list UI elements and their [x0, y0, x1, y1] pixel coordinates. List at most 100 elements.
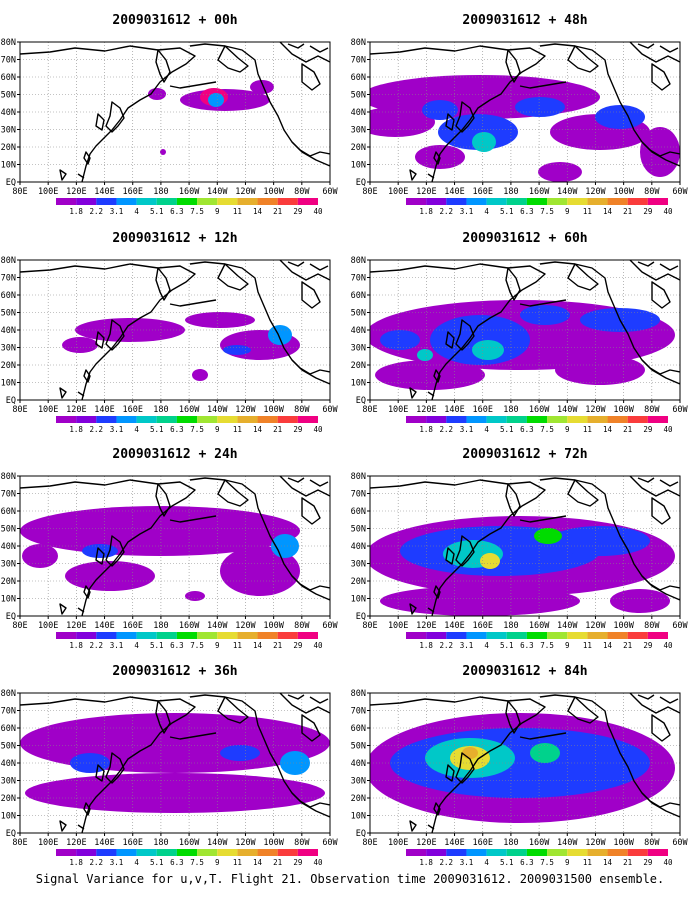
variance-field: [20, 260, 330, 400]
colorbar-label: 1.8: [419, 641, 433, 650]
colorbar-label: 6.3: [170, 641, 184, 650]
x-tick-label: 100E: [388, 405, 408, 415]
x-tick-label: 160W: [529, 405, 550, 415]
colorbar-label: 4: [484, 641, 489, 650]
colorbar-label: 4: [484, 858, 489, 867]
coastline: [409, 603, 417, 615]
colorbar-label: 3.1: [460, 425, 474, 434]
variance-field: [20, 693, 330, 833]
variance-contour: [595, 105, 645, 129]
colorbar-label: 4: [134, 425, 139, 434]
coastline: [637, 261, 655, 267]
colorbar-swatch: [446, 198, 467, 205]
colorbar-swatch: [237, 849, 258, 856]
coastline: [651, 714, 671, 742]
coastline: [287, 477, 305, 483]
coastline: [20, 263, 196, 400]
x-tick-label: 80W: [644, 838, 660, 848]
colorbar-label: 11: [583, 641, 592, 650]
coastline: [301, 714, 321, 742]
colorbar-swatch: [176, 416, 198, 423]
x-tick-label: 100E: [38, 405, 58, 415]
colorbar-swatch: [587, 416, 608, 423]
colorbar-swatch: [237, 632, 258, 639]
coastline: [455, 319, 475, 351]
y-tick-label: 60N: [351, 724, 366, 734]
colorbar-swatch: [116, 849, 137, 856]
x-tick-label: 100W: [613, 838, 634, 848]
map-panel: 2009031612 + 36h 80E 100E 120E 140E 160E 180 16…: [1, 664, 339, 867]
variance-contour: [375, 360, 485, 390]
y-tick-label: 40N: [1, 542, 16, 552]
variance-contour: [380, 330, 420, 350]
coastline: [433, 802, 441, 816]
colorbar-label: 6.3: [170, 858, 184, 867]
colorbar-swatch: [587, 198, 608, 205]
y-tick-label: 80N: [1, 472, 16, 482]
colorbar-label: 5.1: [150, 207, 164, 216]
x-tick-label: 80E: [12, 187, 27, 197]
colorbar-label: 14: [603, 425, 613, 434]
colorbar-swatch: [76, 198, 97, 205]
colorbar-swatch: [197, 849, 218, 856]
coastline: [433, 151, 441, 165]
variance-field: [20, 476, 330, 616]
x-tick-label: 80E: [362, 838, 377, 848]
colorbar-swatch: [176, 198, 198, 205]
coastline: [217, 263, 249, 291]
coastline: [217, 479, 249, 507]
coastline: [95, 764, 105, 782]
colorbar-swatch: [486, 198, 507, 205]
colorbar-swatch: [627, 849, 648, 856]
colorbar-label: 2.2: [440, 858, 454, 867]
colorbar-label: 3.1: [110, 858, 124, 867]
x-tick-label: 100W: [613, 621, 634, 631]
coastlines: [370, 260, 680, 400]
variance-contour: [223, 345, 251, 355]
coastline: [370, 479, 546, 616]
colorbar-swatch: [56, 198, 77, 205]
colorbar-swatch: [237, 416, 258, 423]
coastline: [77, 391, 85, 397]
y-tick-label: 50N: [1, 525, 16, 535]
y-tick-label: EQ: [6, 396, 16, 406]
x-tick-label: 100W: [263, 838, 284, 848]
coastline: [291, 141, 330, 157]
coastlines: [20, 42, 330, 182]
colorbar-label: 7.5: [540, 425, 554, 434]
colorbar-label: 29: [643, 207, 652, 216]
map-panel: 2009031612 + 84h 80E 100E 120E 140E 160E 180 16…: [351, 664, 689, 867]
colorbar-swatch: [647, 632, 668, 639]
y-tick-label: 80N: [351, 689, 366, 699]
y-tick-label: 10N: [1, 812, 16, 822]
variance-contour: [550, 526, 650, 556]
variance-contour: [185, 591, 205, 601]
x-tick-label: 80W: [644, 187, 660, 197]
colorbar-label: 29: [643, 425, 652, 434]
y-tick-label: 30N: [351, 126, 366, 136]
colorbar-label: 11: [233, 207, 242, 216]
y-tick-label: 40N: [1, 759, 16, 769]
colorbar-label: 14: [253, 425, 263, 434]
coastline: [455, 101, 475, 133]
panel-title: 2009031612 + 72h: [462, 447, 587, 462]
y-tick-label: 60N: [351, 73, 366, 83]
colorbar-label: 7.5: [190, 641, 204, 650]
coastline: [105, 535, 125, 567]
variance-field: [370, 693, 680, 833]
variance-contour: [472, 340, 504, 360]
x-tick-label: 140E: [444, 187, 464, 197]
colorbar-label: 5.1: [150, 425, 164, 434]
x-tick-label: 80W: [644, 621, 660, 631]
coastline: [445, 113, 455, 131]
y-tick-label: 20N: [1, 577, 16, 587]
y-tick-label: 50N: [1, 742, 16, 752]
colorbar-label: 3.1: [460, 207, 474, 216]
colorbar-label: 29: [643, 641, 652, 650]
y-tick-label: 80N: [351, 38, 366, 48]
y-tick-label: 70N: [351, 490, 366, 500]
variance-contour: [610, 589, 670, 613]
coastline: [445, 331, 455, 349]
coastline: [279, 693, 330, 714]
